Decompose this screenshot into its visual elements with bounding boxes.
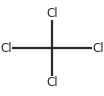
Text: Cl: Cl bbox=[46, 7, 58, 20]
Text: Cl: Cl bbox=[46, 76, 58, 89]
Text: Cl: Cl bbox=[92, 41, 104, 55]
Text: Cl: Cl bbox=[0, 41, 12, 55]
